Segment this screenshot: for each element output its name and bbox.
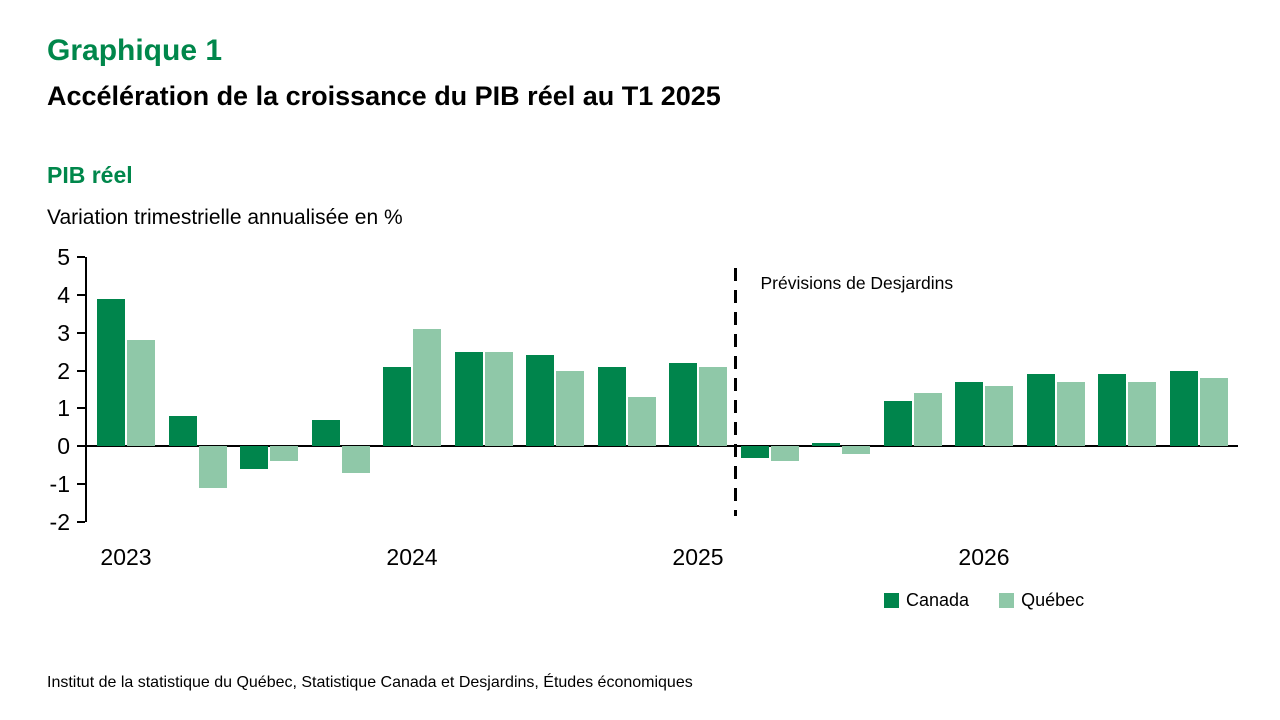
- y-axis-line: [85, 257, 87, 522]
- bar-qubec-t2-2025: [770, 446, 799, 462]
- graphique-number: Graphique 1: [47, 34, 223, 67]
- page-title: Accélération de la croissance du PIB rée…: [47, 81, 721, 111]
- bar-canada-t2-2023: [168, 416, 197, 447]
- legend: Canada Québec: [884, 590, 1084, 611]
- chart-title: PIB réel: [47, 162, 133, 188]
- y-axis-tick-label: 3: [57, 319, 70, 346]
- bar-qubec-t3-2024: [556, 370, 584, 447]
- x-axis-year-label: 2024: [386, 544, 438, 570]
- bar-canada-t2-2026: [1026, 374, 1055, 447]
- bar-qubec-t3-2025: [842, 446, 870, 454]
- y-axis-tick: [77, 256, 85, 258]
- bar-qubec-t1-2024: [413, 328, 441, 447]
- bar-qubec-t2-2026: [1056, 381, 1085, 447]
- legend-swatch-canada-icon: [884, 593, 899, 608]
- y-axis-tick: [77, 483, 85, 486]
- bar-canada-t3-2024: [526, 355, 554, 447]
- x-axis-year-label: 2026: [958, 544, 1010, 570]
- y-axis-tick-label: -2: [49, 509, 70, 535]
- y-axis-tick-label: 5: [57, 244, 70, 270]
- y-axis-tick-label: 2: [57, 357, 70, 384]
- bar-qubec-t2-2023: [198, 446, 227, 488]
- axis-units-label: Variation trimestrielle annualisée en %: [47, 206, 403, 229]
- bar-canada-t3-2026: [1098, 374, 1126, 447]
- y-axis-tick-label: 0: [57, 433, 70, 460]
- bar-canada-t4-2025: [883, 400, 912, 447]
- bar-canada-t4-2026: [1169, 370, 1198, 447]
- y-axis-tick-label: 4: [57, 281, 70, 308]
- legend-label-canada: Canada: [906, 590, 970, 610]
- bar-qubec-t4-2026: [1199, 378, 1228, 447]
- bar-qubec-t3-2023: [270, 446, 298, 462]
- bar-qubec-t1-2023: [127, 340, 155, 447]
- forecast-label: Prévisions de Desjardins: [760, 273, 954, 293]
- y-axis-tick-label: -1: [49, 471, 70, 498]
- bar-canada-t1-2025: [669, 363, 697, 447]
- bar-qubec-t1-2025: [699, 366, 727, 447]
- bar-qubec-t3-2026: [1128, 381, 1156, 447]
- bar-canada-t4-2023: [311, 419, 340, 447]
- legend-label-quebec: Québec: [1021, 590, 1085, 610]
- bar-qubec-t2-2024: [484, 351, 513, 447]
- y-axis-tick: [77, 369, 85, 372]
- legend-item-canada: Canada: [884, 590, 969, 611]
- bar-canada-t3-2023: [240, 446, 268, 469]
- bar-qubec-t4-2024: [627, 397, 656, 447]
- legend-swatch-quebec-icon: [999, 593, 1015, 608]
- y-axis-tick: [77, 293, 85, 296]
- bar-canada-t1-2026: [955, 381, 983, 447]
- y-axis-tick: [77, 521, 85, 523]
- bar-canada-t2-2025: [740, 446, 769, 458]
- y-axis-tick: [77, 445, 85, 448]
- bar-canada-t2-2024: [454, 351, 483, 447]
- x-axis-year-label: 2023: [100, 544, 152, 570]
- bar-qubec-t4-2023: [341, 446, 370, 473]
- bar-canada-t1-2023: [97, 298, 125, 447]
- bar-qubec-t1-2026: [985, 385, 1013, 447]
- bar-qubec-t4-2025: [913, 393, 942, 447]
- y-axis-tick: [77, 331, 85, 334]
- legend-item-quebec: Québec: [999, 590, 1084, 611]
- x-axis-year-label: 2025: [672, 544, 724, 570]
- zero-baseline: [85, 445, 1238, 448]
- forecast-divider-line: [733, 268, 737, 516]
- y-axis-tick: [77, 407, 85, 410]
- bar-canada-t4-2024: [597, 366, 626, 447]
- bar-canada-t1-2024: [383, 366, 411, 447]
- y-axis-tick-label: 1: [57, 395, 70, 422]
- source-note: Institut de la statistique du Québec, St…: [47, 674, 693, 691]
- bar-canada-t3-2025: [812, 442, 840, 447]
